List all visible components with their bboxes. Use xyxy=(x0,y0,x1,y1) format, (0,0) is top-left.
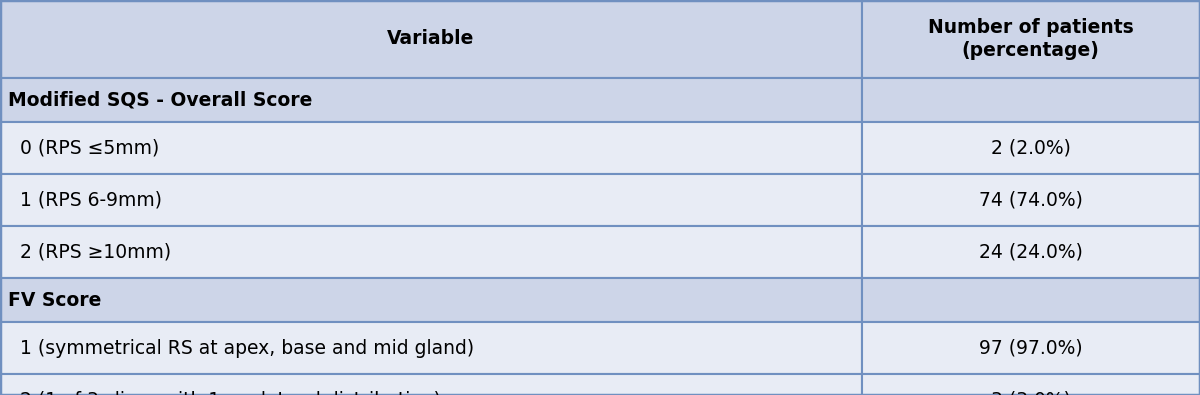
Bar xyxy=(0,174,862,226)
Text: 1 (symmetrical RS at apex, base and mid gland): 1 (symmetrical RS at apex, base and mid … xyxy=(20,339,474,357)
Bar xyxy=(862,0,1200,78)
Bar xyxy=(862,278,1200,322)
Text: 0 (RPS ≤5mm): 0 (RPS ≤5mm) xyxy=(20,139,160,158)
Text: 3 (3.0%): 3 (3.0%) xyxy=(991,391,1070,395)
Text: 2 (RPS ≥10mm): 2 (RPS ≥10mm) xyxy=(20,243,172,261)
Text: Modified SQS - Overall Score: Modified SQS - Overall Score xyxy=(8,90,312,109)
Text: Number of patients
(percentage): Number of patients (percentage) xyxy=(928,18,1134,60)
Text: 2 (1 of 3 slices with 1 cm lateral distribution): 2 (1 of 3 slices with 1 cm lateral distr… xyxy=(20,391,440,395)
Bar xyxy=(0,226,862,278)
Bar xyxy=(862,226,1200,278)
Text: FV Score: FV Score xyxy=(8,290,101,310)
Bar xyxy=(0,322,862,374)
Bar xyxy=(0,78,862,122)
Bar xyxy=(862,174,1200,226)
Bar xyxy=(862,322,1200,374)
Bar xyxy=(0,278,862,322)
Bar xyxy=(0,374,862,395)
Text: 97 (97.0%): 97 (97.0%) xyxy=(979,339,1082,357)
Bar xyxy=(862,122,1200,174)
Text: 74 (74.0%): 74 (74.0%) xyxy=(979,190,1082,209)
Text: 1 (RPS 6-9mm): 1 (RPS 6-9mm) xyxy=(20,190,162,209)
Text: Variable: Variable xyxy=(388,30,474,49)
Bar xyxy=(0,0,862,78)
Text: 24 (24.0%): 24 (24.0%) xyxy=(979,243,1082,261)
Bar xyxy=(862,78,1200,122)
Text: 2 (2.0%): 2 (2.0%) xyxy=(991,139,1070,158)
Bar xyxy=(0,122,862,174)
Bar xyxy=(862,374,1200,395)
